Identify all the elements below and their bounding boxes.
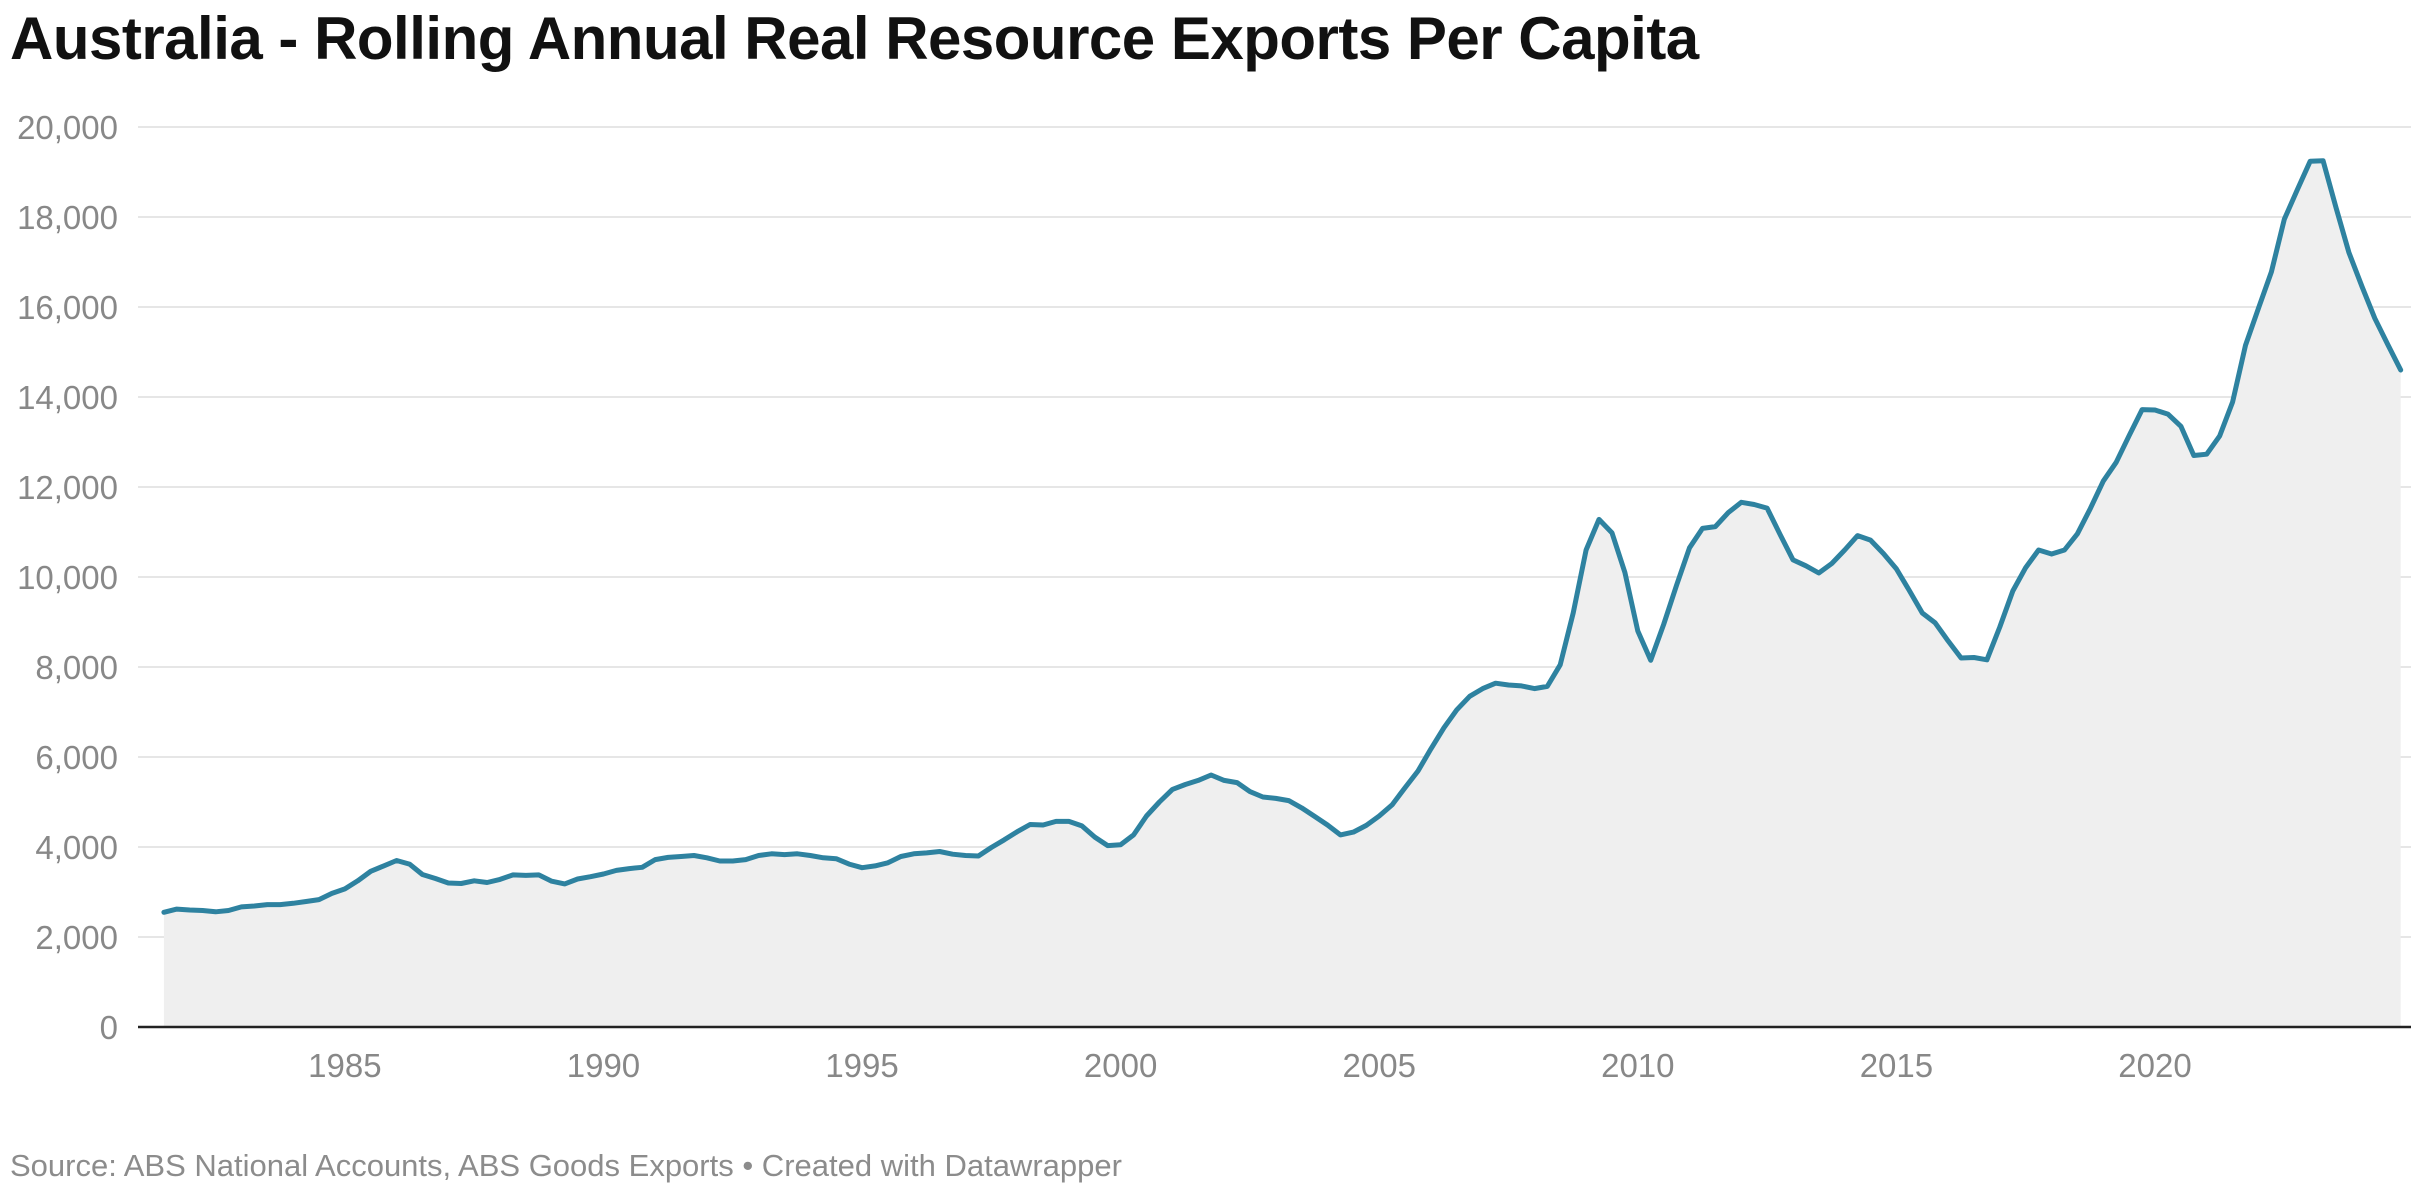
y-tick-label: 6,000 bbox=[35, 739, 118, 776]
x-tick-label: 2005 bbox=[1343, 1047, 1416, 1084]
y-tick-label: 12,000 bbox=[17, 469, 118, 506]
y-tick-label: 4,000 bbox=[35, 829, 118, 866]
x-tick-label: 2000 bbox=[1084, 1047, 1157, 1084]
y-tick-label: 14,000 bbox=[17, 379, 118, 416]
x-tick-label: 1990 bbox=[567, 1047, 640, 1084]
y-axis: 0 2,000 4,000 6,000 8,000 10,000 12,000 14,000 1… bbox=[17, 109, 118, 1046]
series-line bbox=[161, 158, 2404, 915]
x-tick-label: 2015 bbox=[1860, 1047, 1933, 1084]
x-axis: 1985 1990 1995 2000 2005 2010 2015 2020 bbox=[308, 1047, 2192, 1084]
y-tick-label: 0 bbox=[100, 1009, 118, 1046]
chart-canvas: 0 2,000 4,000 6,000 8,000 10,000 12,000 14,000 1… bbox=[17, 109, 2411, 1084]
y-tick-label: 8,000 bbox=[35, 649, 118, 686]
x-tick-label: 1995 bbox=[825, 1047, 898, 1084]
source-note: Source: ABS National Accounts, ABS Goods… bbox=[10, 1148, 1122, 1183]
x-tick-label: 2020 bbox=[2118, 1047, 2191, 1084]
chart-title: Australia - Rolling Annual Real Resource… bbox=[10, 5, 1699, 72]
series-area-fill bbox=[163, 160, 2401, 1028]
y-tick-label: 10,000 bbox=[17, 559, 118, 596]
y-tick-label: 2,000 bbox=[35, 919, 118, 956]
y-tick-label: 20,000 bbox=[17, 109, 118, 146]
x-tick-label: 2010 bbox=[1601, 1047, 1674, 1084]
x-tick-label: 1985 bbox=[308, 1047, 381, 1084]
y-tick-label: 18,000 bbox=[17, 199, 118, 236]
y-tick-label: 16,000 bbox=[17, 289, 118, 326]
